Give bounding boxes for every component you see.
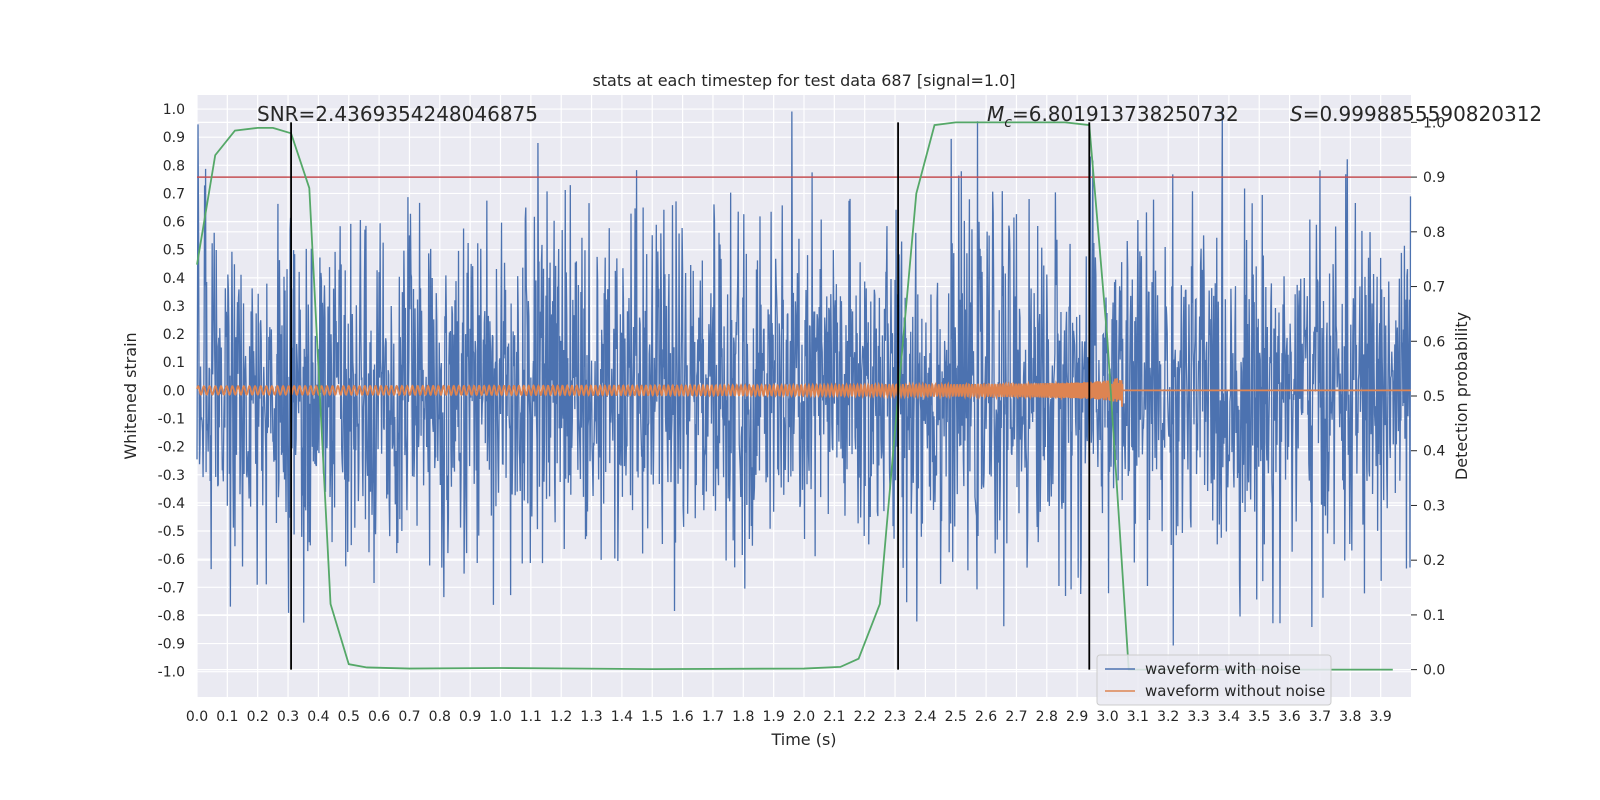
y-tick-label: 1.0 bbox=[163, 102, 185, 118]
legend-box bbox=[1096, 654, 1332, 706]
legend-label-with-noise: waveform with noise bbox=[1145, 660, 1301, 678]
y2-tick-label: 0.4 bbox=[1423, 444, 1445, 460]
x-tick-label: 3.0 bbox=[1096, 709, 1118, 725]
x-tick-label: 0.3 bbox=[277, 709, 299, 725]
mc-subscript: c bbox=[1004, 115, 1012, 131]
x-tick-label: 2.3 bbox=[884, 709, 906, 725]
x-tick-label: 3.2 bbox=[1157, 709, 1179, 725]
x-tick-label: 2.2 bbox=[854, 709, 876, 725]
tick-labels: 0.0 0.1 0.2 0.3 0.4 0.5 0.6 0.7 0.8 0.9 1.0 1.1 1.2 1… bbox=[158, 102, 1446, 725]
x-tick-label: 3.3 bbox=[1187, 709, 1209, 725]
x-tick-label: 1.3 bbox=[580, 709, 602, 725]
y-tick-label: -0.1 bbox=[158, 412, 185, 428]
y-tick-label: 0.2 bbox=[163, 327, 185, 343]
y-tick-label: -0.2 bbox=[158, 440, 185, 456]
x-tick-label: 1.2 bbox=[550, 709, 572, 725]
x-tick-label: 0.2 bbox=[247, 709, 269, 725]
legend-label-without-noise: waveform without noise bbox=[1145, 682, 1325, 700]
y-tick-label: -0.3 bbox=[158, 468, 185, 484]
detection-probability-layer bbox=[196, 121, 1411, 671]
x-tick-label: 3.1 bbox=[1127, 709, 1149, 725]
x-tick-label: 0.8 bbox=[429, 709, 451, 725]
x-tick-label: 0.0 bbox=[186, 709, 208, 725]
x-tick-label: 2.7 bbox=[1005, 709, 1027, 725]
y-tick-label: 0.1 bbox=[163, 355, 185, 371]
x-tick-label: 3.5 bbox=[1248, 709, 1270, 725]
x-axis-label: Time (s) bbox=[770, 730, 836, 749]
y2-tick-label: 1.0 bbox=[1423, 115, 1445, 131]
x-tick-label: 2.9 bbox=[1066, 709, 1088, 725]
y2-tick-label: 0.6 bbox=[1423, 334, 1445, 350]
y-tick-label: 0.8 bbox=[163, 158, 185, 174]
y-tick-label: 0.5 bbox=[163, 243, 185, 259]
y-tick-label: 0.4 bbox=[163, 271, 185, 287]
x-tick-label: 3.7 bbox=[1309, 709, 1331, 725]
y2-axis-label: Detection probability bbox=[1452, 312, 1471, 480]
snr-annotation: SNR=2.4369354248046875 bbox=[257, 102, 538, 126]
y-tick-label: -0.6 bbox=[158, 552, 185, 568]
waveform-without-noise-layer bbox=[196, 378, 1411, 407]
s-value: =0.9998855590820312 bbox=[1303, 102, 1542, 126]
x-tick-label: 0.4 bbox=[307, 709, 329, 725]
x-tick-label: 0.6 bbox=[368, 709, 390, 725]
s-symbol: S bbox=[1290, 102, 1303, 126]
y2-tick-label: 0.2 bbox=[1423, 553, 1445, 569]
y-tick-label: 0.3 bbox=[163, 299, 185, 315]
clean-waveform-line bbox=[196, 378, 1411, 407]
x-tick-label: 1.4 bbox=[611, 709, 633, 725]
x-tick-label: 1.7 bbox=[702, 709, 724, 725]
y-tick-label: -0.5 bbox=[158, 524, 185, 540]
y-tick-label: -0.4 bbox=[158, 496, 185, 512]
y-tick-label: -0.7 bbox=[158, 580, 185, 596]
detection-probability-line bbox=[196, 121, 1393, 671]
x-tick-label: 1.6 bbox=[671, 709, 693, 725]
x-tick-label: 2.8 bbox=[1036, 709, 1058, 725]
x-tick-label: 3.4 bbox=[1218, 709, 1240, 725]
waveform-with-noise-layer bbox=[196, 109, 1412, 646]
x-tick-label: 3.8 bbox=[1339, 709, 1361, 725]
y2-tick-label: 0.7 bbox=[1423, 280, 1445, 296]
x-tick-label: 2.5 bbox=[945, 709, 967, 725]
noise-waveform-line bbox=[196, 109, 1412, 646]
s-annotation: S=0.9998855590820312 bbox=[1290, 102, 1542, 126]
x-tick-label: 2.1 bbox=[823, 709, 845, 725]
x-tick-label: 1.9 bbox=[763, 709, 785, 725]
x-tick-label: 0.1 bbox=[216, 709, 238, 725]
y-tick-label: -1.0 bbox=[158, 665, 185, 681]
x-tick-label: 1.8 bbox=[732, 709, 754, 725]
mc-value: =6.801913738250732 bbox=[1012, 102, 1239, 126]
y2-tick-label: 0.8 bbox=[1423, 225, 1445, 241]
y2-tick-label: 0.1 bbox=[1423, 608, 1445, 624]
y2-tick-label: 0.3 bbox=[1423, 498, 1445, 514]
x-tick-label: 0.7 bbox=[398, 709, 420, 725]
x-tick-label: 3.9 bbox=[1370, 709, 1392, 725]
x-tick-label: 2.6 bbox=[975, 709, 997, 725]
x-tick-label: 1.5 bbox=[641, 709, 663, 725]
y-tick-label: -0.9 bbox=[158, 637, 185, 653]
y2-tick-label: 0.9 bbox=[1423, 170, 1445, 186]
y-tick-label: 0.6 bbox=[163, 215, 185, 231]
legend: waveform with noise waveform without noi… bbox=[1096, 654, 1332, 706]
x-tick-label: 1.1 bbox=[520, 709, 542, 725]
y-tick-label: 0.0 bbox=[163, 383, 185, 399]
chart-title: stats at each timestep for test data 687… bbox=[592, 71, 1015, 90]
x-tick-label: 3.6 bbox=[1278, 709, 1300, 725]
mc-symbol: M bbox=[987, 102, 1004, 126]
y-tick-label: 0.9 bbox=[163, 130, 185, 146]
y-axis-label: Whitened strain bbox=[121, 332, 140, 459]
y2-tick-label: 0.0 bbox=[1423, 663, 1445, 679]
y-tick-label: 0.7 bbox=[163, 186, 185, 202]
x-tick-label: 2.4 bbox=[914, 709, 936, 725]
y2-tick-label: 0.5 bbox=[1423, 389, 1445, 405]
x-tick-label: 0.9 bbox=[459, 709, 481, 725]
x-tick-label: 0.5 bbox=[338, 709, 360, 725]
x-tick-label: 2.0 bbox=[793, 709, 815, 725]
y-tick-label: -0.8 bbox=[158, 608, 185, 624]
chirp-mass-annotation: Mc=6.801913738250732 bbox=[987, 102, 1239, 131]
x-tick-label: 1.0 bbox=[489, 709, 511, 725]
